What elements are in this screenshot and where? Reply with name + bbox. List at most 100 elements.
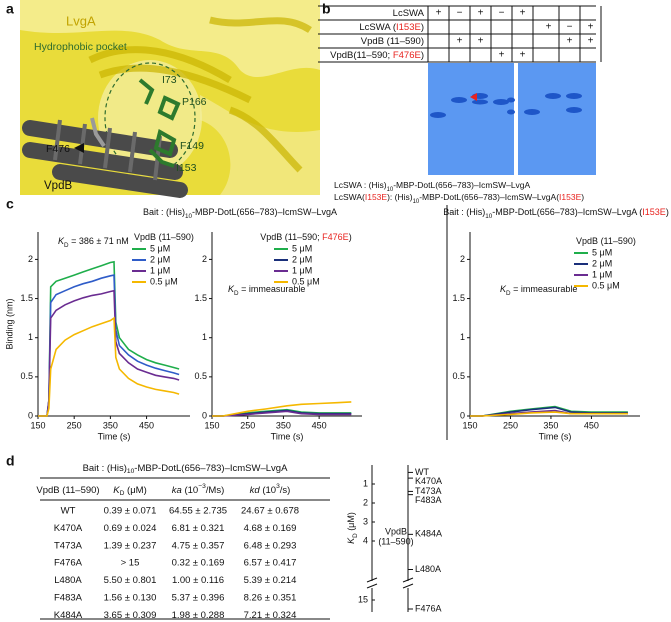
x-axis-label: Time (s) <box>539 431 572 441</box>
cell: + <box>478 8 484 19</box>
text-part: LcSWA ( <box>359 22 396 33</box>
caption: LcSWA : (His)10-MBP-DotL(656–783)–IcmSW–… <box>334 180 531 192</box>
table-cell: F483A <box>54 593 83 604</box>
text-part: /Ms) <box>206 485 224 496</box>
text-part: 10 <box>185 213 193 220</box>
residue-label: F149 <box>180 140 204 152</box>
annotation: KD = immeasurable <box>500 284 577 297</box>
cell: + <box>478 36 484 47</box>
text-part: ) <box>421 50 424 61</box>
table-cell: WT <box>61 506 76 517</box>
cell: + <box>520 8 526 19</box>
cell: + <box>567 36 573 47</box>
text-part: (10 <box>182 485 198 496</box>
surface <box>200 95 320 195</box>
caption: LcSWA(I153E): (His)10-MBP-DotL(656–783)–… <box>334 192 584 204</box>
text-part: ) <box>666 207 669 217</box>
text-part: -MBP-DotL(656–783)–IcmSW–LvgA <box>393 180 530 190</box>
series-line <box>470 411 628 417</box>
table-cell: K484A <box>54 610 83 621</box>
cell: − <box>499 8 505 19</box>
legend-label: 0.5 μM <box>592 280 620 290</box>
cell: + <box>457 36 463 47</box>
residue-label: I153 <box>176 162 197 174</box>
panel-label: a <box>6 1 14 17</box>
y-tick-label: 15 <box>358 594 368 604</box>
chain-label: VpdB <box>44 180 72 192</box>
y-tick-label: 0.5 <box>20 371 33 381</box>
text-part: -MBP-DotL(656–783)–IcmSW–LvgA <box>192 207 337 217</box>
table-cell: 7.21 ± 0.324 <box>244 610 297 621</box>
text-part: LcSWA : (His) <box>334 180 387 190</box>
legend-label: 5 μM <box>592 247 612 257</box>
axis <box>469 232 640 417</box>
scale-label: K484A <box>415 529 442 539</box>
bands <box>430 93 582 118</box>
legend-label: 5 μM <box>292 243 312 253</box>
table-cell: 3.65 ± 0.309 <box>104 610 157 621</box>
column-header: KD (μM) <box>113 485 147 498</box>
y-tick-label: 1.5 <box>452 293 465 303</box>
text-part: D <box>64 242 69 249</box>
axis-break <box>366 583 378 589</box>
series-line <box>38 289 180 417</box>
text-part: I153E <box>642 207 666 217</box>
text-part: 10 <box>127 468 135 475</box>
text-part: K <box>113 485 120 496</box>
table-cell: 8.26 ± 0.351 <box>244 593 297 604</box>
column-header: ka (10−3/Ms) <box>172 483 224 495</box>
residue-label: F476 <box>46 143 70 155</box>
scale-label: K470A <box>415 476 442 486</box>
ribbon <box>88 16 312 173</box>
row-label: VpdB(11–590; F476E) <box>330 50 424 61</box>
text-part: = immeasurable <box>511 284 578 294</box>
table-cell: 6.57 ± 0.417 <box>244 558 297 569</box>
text-part: I153E <box>559 192 582 202</box>
text-part: kd <box>250 485 261 496</box>
text-part: VpdB(11–590; <box>330 50 393 61</box>
scale-label: F483A <box>415 495 442 505</box>
text-part: (10 <box>260 485 276 496</box>
table-cell: 5.39 ± 0.214 <box>244 575 297 586</box>
y-tick-label: 1 <box>460 332 465 342</box>
x-tick-label: 250 <box>240 420 255 430</box>
legend-label: 1 μM <box>592 269 612 279</box>
table-cell: 4.75 ± 0.357 <box>172 540 225 551</box>
text-part: VpdB (11–590) <box>134 232 194 242</box>
scale-label: L480A <box>415 564 441 574</box>
row-label: LcSWA (I153E) <box>359 22 424 33</box>
residue-label: P166 <box>182 96 207 108</box>
y-tick-label: 0 <box>28 410 33 420</box>
text-part: D <box>120 490 125 497</box>
text-part: K <box>228 284 235 294</box>
y-tick-label: 2 <box>460 254 465 264</box>
text-part: -MBP-DotL(656–783)–IcmSW–LvgA ( <box>492 207 642 217</box>
text-part: K <box>346 537 356 544</box>
text-part: Bait : (His) <box>143 207 185 217</box>
axis-break <box>366 577 378 583</box>
series-line <box>212 410 352 417</box>
table-cell: 5.50 ± 0.801 <box>104 575 157 586</box>
x-tick-label: 450 <box>312 420 327 430</box>
column-header: kd (103/s) <box>250 483 291 495</box>
y-tick-label: 3 <box>363 516 368 526</box>
cell: + <box>546 22 552 33</box>
series-line <box>38 316 180 417</box>
table-cell: 4.68 ± 0.169 <box>244 523 297 534</box>
text-part: ): (His) <box>387 192 413 202</box>
panel-label: b <box>322 1 331 17</box>
chart-title: Bait : (His)10-MBP-DotL(656–783)–IcmSW–L… <box>443 207 669 220</box>
text-part: 10 <box>413 199 420 205</box>
table-cell: 6.81 ± 0.321 <box>172 523 225 534</box>
table-cell: 1.00 ± 0.116 <box>172 575 224 586</box>
text-part: ) <box>581 192 584 202</box>
table-cell: T473A <box>54 540 83 551</box>
table-cell: 6.48 ± 0.293 <box>244 540 297 551</box>
text-part: LcSWA <box>393 8 425 19</box>
x-tick-label: 250 <box>503 420 518 430</box>
table-cell: 1.56 ± 0.130 <box>104 593 157 604</box>
x-tick-label: 350 <box>543 420 558 430</box>
text-part: VpdB (11–590) <box>36 485 99 496</box>
text-part: D <box>506 290 511 297</box>
